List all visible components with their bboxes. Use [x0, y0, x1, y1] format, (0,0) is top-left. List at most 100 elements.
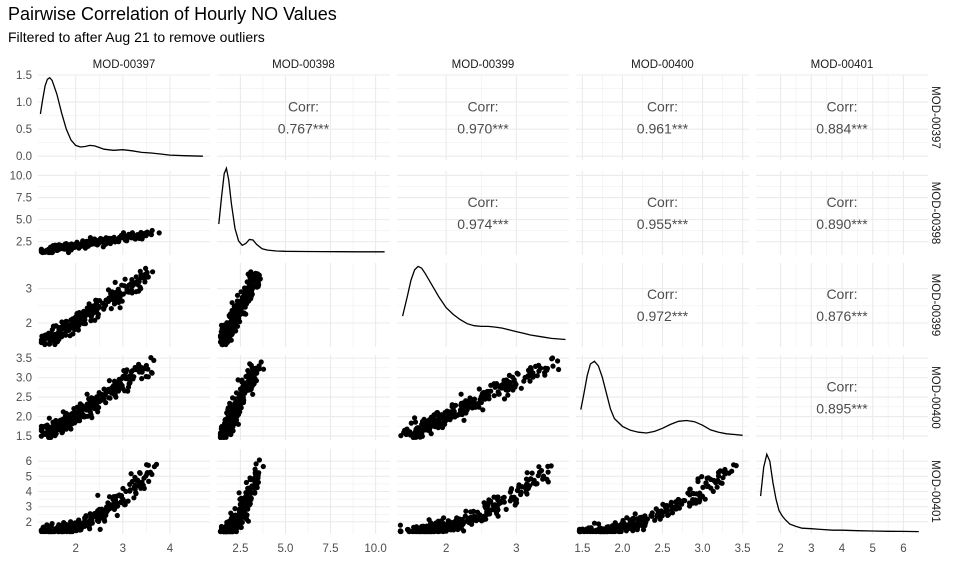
scatter-point	[434, 422, 440, 428]
scatter-point	[242, 387, 249, 393]
scatter-point	[491, 393, 497, 399]
scatter-point	[153, 461, 160, 467]
scatter-point	[41, 248, 47, 254]
y-tick-label: 3	[26, 284, 32, 296]
scatter-point	[454, 412, 460, 418]
scatter-point	[137, 268, 143, 274]
y-tick-label: 0.5	[16, 124, 32, 136]
scatter-point	[453, 521, 459, 527]
scatter-point	[143, 373, 149, 380]
y-tick-label: 2.0	[16, 412, 32, 424]
scatter-point	[92, 303, 98, 309]
corr-label: Corr:	[467, 99, 498, 115]
scatter-point	[97, 516, 103, 522]
scatter-point	[76, 417, 82, 423]
scatter-point	[687, 503, 693, 509]
chart-subtitle: Filtered to after Aug 21 to remove outli…	[8, 29, 265, 45]
scatter-point	[525, 373, 531, 379]
scatter-point	[244, 503, 250, 509]
y-tick-label: 7.5	[16, 193, 32, 205]
scatter-point	[445, 518, 451, 524]
scatter-point	[111, 234, 117, 240]
scatter-point	[62, 419, 68, 425]
scatter-point	[708, 485, 714, 491]
scatter-point	[109, 502, 115, 508]
corr-value: 0.961***	[637, 121, 689, 137]
scatter-point	[78, 412, 84, 419]
scatter-point	[59, 319, 65, 325]
x-tick-label: 3.5	[735, 543, 751, 555]
scatter-point	[120, 500, 126, 506]
corr-label: Corr:	[647, 99, 678, 115]
scatter-point	[45, 528, 51, 535]
scatter-point	[609, 528, 615, 535]
scatter-point	[524, 470, 530, 476]
scatter-point	[533, 363, 539, 369]
scatter-point	[89, 518, 95, 524]
scatter-point	[245, 518, 251, 524]
panel-r0-c0	[38, 74, 210, 160]
chart-title: Pairwise Correlation of Hourly NO Values	[8, 4, 337, 24]
scatter-point	[470, 515, 476, 522]
scatter-point	[233, 390, 240, 396]
y-tick-label: 2	[26, 517, 32, 529]
density-line-MOD-00401	[759, 452, 919, 533]
scatter-point	[481, 513, 487, 519]
scatter-point	[634, 516, 640, 522]
scatter-point	[77, 405, 83, 412]
scatter-point	[77, 243, 83, 249]
scatter-point	[220, 341, 226, 348]
scatter-point	[100, 300, 106, 306]
scatter-point	[705, 475, 712, 481]
scatter-point	[534, 373, 540, 379]
scatter-point	[669, 510, 676, 516]
scatter-point	[649, 510, 655, 516]
scatter-point	[481, 500, 487, 506]
panel-r0-c2: Corr: 0.970***	[397, 74, 569, 160]
panel-r4-c3	[576, 449, 749, 535]
x-tick-label: 2.5	[655, 543, 671, 555]
scatter-point	[426, 417, 432, 423]
scatter-point	[518, 490, 524, 496]
scatter-point	[542, 365, 548, 371]
scatter-point	[411, 524, 417, 530]
scatter-point	[139, 376, 145, 382]
scatter-point	[414, 433, 420, 439]
panel-r2-c4: Corr: 0.876***	[756, 263, 928, 347]
scatter-point	[628, 519, 634, 525]
panel-r2-c0	[38, 263, 210, 348]
scatter-point	[134, 234, 140, 240]
scatter-point	[247, 475, 253, 481]
scatter-point	[119, 298, 125, 304]
panel-r4-c0	[38, 449, 210, 535]
scatter-point	[527, 483, 533, 489]
scatter-point	[144, 470, 150, 476]
scatter-point	[89, 415, 95, 421]
scatter-point	[465, 517, 471, 524]
panel-r0-c1: Corr: 0.767***	[217, 74, 390, 160]
scatter-point	[134, 477, 140, 484]
scatter-point	[243, 311, 249, 317]
scatter-point	[49, 521, 55, 527]
x-tick-label: 2	[443, 543, 449, 555]
scatter-point	[424, 523, 430, 529]
scatter-point	[253, 461, 259, 467]
scatter-point	[253, 273, 259, 279]
scatter-point	[460, 400, 466, 406]
scatter-point	[518, 385, 524, 391]
scatter-point	[217, 434, 224, 440]
scatter-point	[449, 404, 455, 410]
scatter-point	[440, 528, 446, 535]
scatter-point	[108, 306, 114, 312]
scatter-point	[485, 389, 491, 395]
scatter-point	[96, 404, 102, 411]
panel-r0-c4: Corr: 0.884***	[756, 74, 928, 160]
scatter-point	[83, 514, 89, 520]
scatter-point	[235, 377, 241, 383]
scatter-point	[67, 333, 73, 339]
density-line-MOD-00397	[39, 76, 203, 157]
scatter-point	[549, 356, 555, 362]
scatter-point	[438, 412, 444, 418]
scatter-point	[117, 385, 123, 391]
scatter-point	[100, 239, 106, 245]
